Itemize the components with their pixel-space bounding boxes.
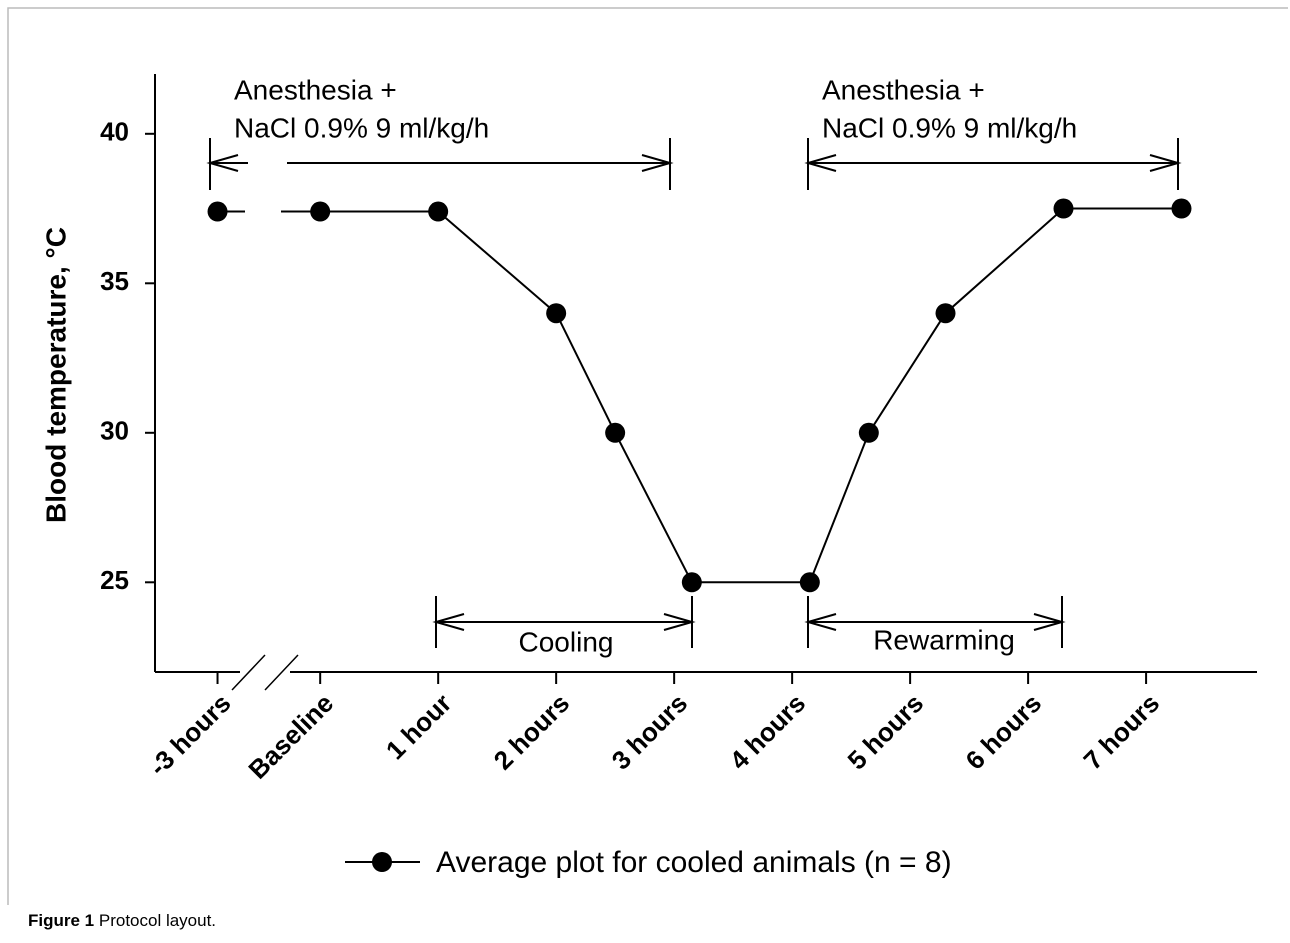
x-tick-label: 5 hours — [842, 688, 930, 776]
data-point — [681, 572, 702, 593]
break-gap — [245, 195, 281, 225]
annotation: NaCl 0.9% 9 ml/kg/h — [234, 112, 489, 143]
annotation: Rewarming — [873, 624, 1015, 655]
annotation: Cooling — [519, 626, 614, 657]
x-tick-label: 4 hours — [724, 688, 812, 776]
data-point — [935, 303, 956, 324]
x-tick-label: -3 hours — [143, 688, 237, 782]
y-tick-label: 40 — [100, 117, 129, 147]
annotation: Anesthesia + — [234, 74, 397, 105]
break-mark — [264, 654, 299, 691]
data-point — [1053, 198, 1074, 219]
data-point — [1171, 198, 1192, 219]
data-point — [858, 422, 879, 443]
annotation: NaCl 0.9% 9 ml/kg/h — [822, 112, 1077, 143]
x-tick-label: 1 hour — [380, 688, 457, 765]
data-point — [310, 201, 331, 222]
data-point — [546, 303, 567, 324]
frame — [7, 7, 1288, 905]
x-tick-label: 2 hours — [488, 688, 576, 776]
data-line — [217, 207, 1182, 584]
legend-label: Average plot for cooled animals (n = 8) — [436, 846, 952, 879]
y-tick-label: 35 — [100, 266, 129, 296]
data-point — [428, 201, 449, 222]
caption-text: Protocol layout. — [99, 911, 216, 930]
y-tick-label: 25 — [100, 565, 129, 595]
x-tick-label: 6 hours — [960, 688, 1048, 776]
data-point — [799, 572, 820, 593]
x-tick-label: 3 hours — [606, 688, 694, 776]
y-axis-label: Blood temperature, °C — [40, 227, 71, 523]
caption-label: Figure 1 — [28, 911, 94, 930]
x-tick-label: Baseline — [242, 688, 339, 785]
data-point — [207, 201, 228, 222]
y-tick-label: 30 — [100, 416, 129, 446]
x-tick-label: 7 hours — [1078, 688, 1166, 776]
annotation: Anesthesia + — [822, 74, 985, 105]
legend-marker — [372, 852, 392, 872]
caption: Figure 1 Protocol layout. — [28, 911, 216, 930]
break-mark — [231, 654, 266, 691]
data-point — [605, 422, 626, 443]
break-gap — [240, 660, 290, 690]
